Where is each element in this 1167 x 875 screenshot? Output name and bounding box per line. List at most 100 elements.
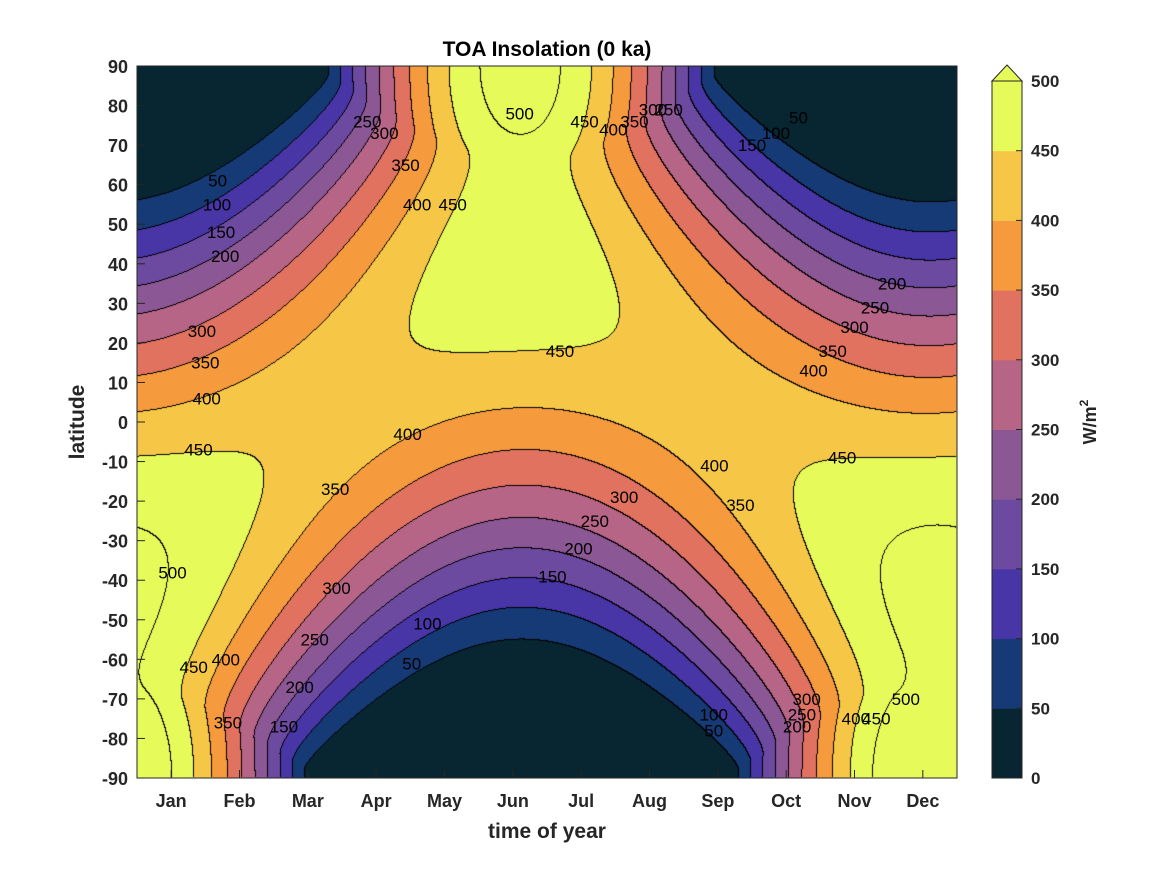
contour-label: 200	[285, 678, 313, 697]
contour-label: 50	[402, 654, 421, 673]
contour-label: 250	[861, 298, 889, 317]
y-tick-label: 80	[108, 97, 128, 117]
contour-label: 450	[546, 342, 574, 361]
contour-label: 400	[403, 195, 431, 214]
colorbar-tick-label: 200	[1031, 490, 1059, 509]
y-tick-label: 50	[108, 215, 128, 235]
colorbar-segment	[992, 150, 1022, 221]
contour-label: 350	[726, 496, 754, 515]
contour-label: 300	[639, 101, 667, 120]
y-tick-label: -80	[102, 729, 128, 749]
contour-fill	[137, 66, 957, 778]
colorbar-segment	[992, 429, 1022, 500]
contour-label: 50	[789, 108, 808, 127]
contour-label: 500	[892, 690, 920, 709]
colorbar-segment	[992, 359, 1022, 430]
contour-label: 100	[413, 615, 441, 634]
contour-label: 100	[700, 706, 728, 725]
contour-label: 100	[203, 195, 231, 214]
y-axis-label: latitude	[66, 385, 89, 460]
contour-label: 250	[300, 631, 328, 650]
contour-label: 50	[704, 722, 723, 741]
x-tick-label: Oct	[771, 791, 801, 811]
x-tick-label: Feb	[223, 791, 255, 811]
x-tick-label: Jun	[497, 791, 529, 811]
contour-label: 200	[783, 718, 811, 737]
contour-label: 450	[180, 658, 208, 677]
y-tick-label: 90	[108, 57, 128, 77]
y-tick-label: 0	[118, 413, 128, 433]
contour-label: 350	[818, 342, 846, 361]
y-tick-label: -20	[102, 492, 128, 512]
y-tick-label: 70	[108, 136, 128, 156]
y-tick-label: 40	[108, 255, 128, 275]
plot-area	[137, 66, 957, 778]
contour-label: 250	[581, 512, 609, 531]
contour-label: 450	[439, 195, 467, 214]
x-tick-label: Nov	[837, 791, 871, 811]
contour-label: 200	[564, 540, 592, 559]
colorbar-label-superscript: 2	[1077, 399, 1091, 406]
y-tick-label: -40	[102, 571, 128, 591]
contour-label: 400	[193, 389, 221, 408]
contour-label: 300	[610, 488, 638, 507]
contour-label: 150	[538, 567, 566, 586]
contour-label: 50	[208, 172, 227, 191]
x-tick-label: Jan	[156, 791, 187, 811]
y-tick-label: 20	[108, 334, 128, 354]
contour-label: 300	[188, 322, 216, 341]
contour-label: 300	[322, 579, 350, 598]
contour-label: 150	[270, 718, 298, 737]
colorbar-tick-label: 100	[1031, 630, 1059, 649]
colorbar-segment	[992, 220, 1022, 291]
colorbar-segment	[992, 81, 1022, 152]
contour-label: 250	[654, 101, 682, 120]
contour-label: 400	[700, 457, 728, 476]
contour-label: 400	[599, 120, 627, 139]
contour-label: 200	[211, 247, 239, 266]
colorbar: 0 50 100 150 200 250 300 350 400 450 500	[990, 64, 1059, 788]
x-axis: Jan Feb Mar Apr May Jun Jul Aug Sep Oct Nov Dec	[156, 770, 939, 811]
y-tick-label: 30	[108, 294, 128, 314]
colorbar-segment	[992, 499, 1022, 570]
colorbar-tick-label: 450	[1031, 142, 1059, 161]
x-tick-label: Sep	[701, 791, 734, 811]
x-tick-label: Aug	[632, 791, 667, 811]
contour-label: 500	[505, 104, 533, 123]
contour-label: 150	[738, 136, 766, 155]
contour-label: 100	[762, 124, 790, 143]
colorbar-tick-label: 400	[1031, 211, 1059, 230]
colorbar-segment	[992, 708, 1022, 779]
colorbar-tick-label: 50	[1031, 699, 1050, 718]
chart-title: TOA Insolation (0 ka)	[443, 38, 652, 61]
contour-label: 250	[788, 706, 816, 725]
contour-label: 450	[862, 710, 890, 729]
colorbar-tick-label: 0	[1031, 769, 1040, 788]
contour-label: 250	[353, 112, 381, 131]
y-tick-label: 10	[108, 373, 128, 393]
y-tick-label: -90	[102, 769, 128, 789]
contour-label: 350	[391, 156, 419, 175]
x-axis-label: time of year	[488, 820, 606, 843]
contour-label: 300	[792, 690, 820, 709]
y-tick-label: -50	[102, 611, 128, 631]
x-tick-label: Mar	[292, 791, 324, 811]
contour-label: 350	[321, 480, 349, 499]
contour-label: 300	[370, 124, 398, 143]
colorbar-tick-label: 350	[1031, 281, 1059, 300]
x-tick-label: May	[427, 791, 462, 811]
colorbar-segment	[992, 638, 1022, 709]
contour-label: 200	[878, 275, 906, 294]
y-tick-label: -10	[102, 453, 128, 473]
x-tick-label: Apr	[361, 791, 392, 811]
contour-label: 500	[158, 563, 186, 582]
colorbar-tick-label: 300	[1031, 351, 1059, 370]
colorbar-tick-label: 500	[1031, 72, 1059, 91]
contour-label: 350	[620, 112, 648, 131]
contour-label: 400	[393, 425, 421, 444]
x-tick-label: Jul	[568, 791, 594, 811]
contour-label: 400	[212, 650, 240, 669]
y-tick-label: -30	[102, 532, 128, 552]
